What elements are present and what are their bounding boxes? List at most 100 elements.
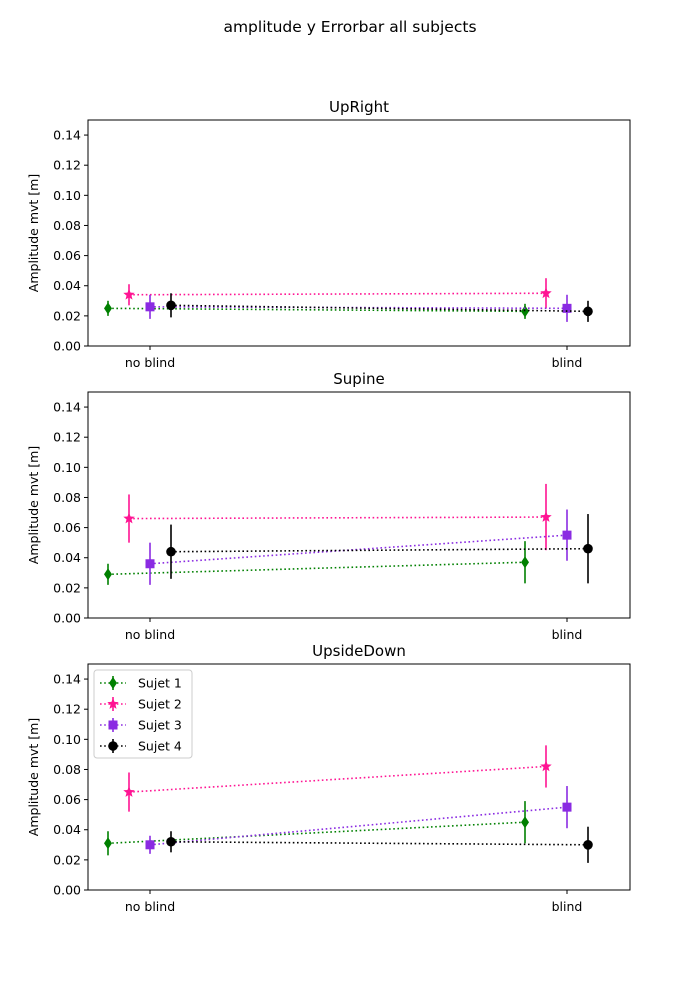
legend-item: Sujet 1	[100, 676, 182, 691]
y-tick-label: 0.04	[53, 822, 81, 837]
subplot-title: UpsideDown	[312, 642, 406, 660]
subplot-2: UpsideDown 0.00 0.02 0.04 0.06 0.08 0.10 0.12 0.…	[26, 642, 631, 914]
legend-label: Sujet 2	[138, 697, 182, 712]
y-tick-label: 0.08	[53, 762, 81, 777]
y-tick-label: 0.14	[53, 672, 81, 687]
y-tick-label: 0.10	[53, 460, 81, 475]
y-tick-label: 0.12	[53, 158, 81, 173]
data-point	[540, 287, 552, 299]
x-tick-label: no blind	[125, 355, 175, 370]
y-tick-label: 0.06	[53, 792, 81, 807]
data-point	[123, 288, 135, 300]
data-point	[521, 556, 529, 569]
series-line	[149, 306, 568, 310]
data-point	[540, 511, 552, 522]
y-tick-label: 0.06	[53, 520, 81, 535]
data-point	[562, 530, 572, 540]
series-2	[123, 278, 552, 309]
data-point	[166, 836, 176, 847]
series-line	[149, 806, 568, 846]
legend-marker	[108, 741, 118, 751]
y-tick-label: 0.12	[53, 702, 81, 717]
series-line	[149, 534, 568, 565]
y-tick-label: 0.02	[53, 580, 81, 595]
legend-item: Sujet 4	[100, 739, 182, 754]
series-line	[128, 765, 547, 793]
legend-frame	[93, 669, 193, 759]
data-point	[583, 306, 593, 317]
data-point	[145, 559, 155, 569]
data-point	[583, 543, 593, 554]
y-axis-label: Amplitude mvt [m]	[26, 718, 41, 836]
data-point	[583, 840, 593, 850]
legend-marker	[109, 677, 117, 689]
legend-marker	[108, 720, 118, 730]
y-tick-label: 0.08	[53, 490, 81, 505]
data-point	[123, 786, 135, 797]
y-axis-label: Amplitude mvt [m]	[26, 174, 41, 292]
y-tick-label: 0.12	[53, 430, 81, 445]
series-4	[166, 826, 593, 863]
data-point	[521, 305, 529, 318]
axes-frame	[87, 663, 631, 891]
y-tick-label: 0.00	[53, 883, 81, 898]
data-point	[145, 302, 155, 312]
legend-label: Sujet 1	[138, 676, 182, 691]
series-1	[104, 300, 529, 319]
legend-marker	[107, 698, 119, 709]
series-1	[104, 801, 529, 856]
data-point	[166, 300, 176, 311]
series-4	[166, 514, 593, 584]
y-tick-label: 0.14	[53, 400, 81, 415]
data-point	[145, 840, 155, 850]
series-line	[128, 516, 547, 520]
data-point	[104, 837, 112, 850]
data-point	[166, 546, 176, 557]
legend-item: Sujet 3	[100, 718, 182, 733]
data-point	[540, 760, 552, 772]
y-tick-label: 0.14	[53, 128, 81, 143]
axes-frame	[87, 391, 631, 619]
subplot-title: UpRight	[329, 98, 389, 116]
series-3	[145, 509, 572, 585]
subplot-title: Supine	[333, 370, 384, 388]
y-tick-label: 0.08	[53, 218, 81, 233]
x-tick-label: blind	[552, 355, 583, 370]
x-tick-label: blind	[552, 899, 583, 914]
x-tick-label: no blind	[125, 899, 175, 914]
y-tick-label: 0.10	[53, 188, 81, 203]
legend-item: Sujet 2	[100, 697, 182, 712]
legend-label: Sujet 4	[138, 739, 182, 754]
data-point	[104, 302, 112, 315]
data-point	[562, 303, 572, 313]
subplot-1: Supine 0.00 0.02 0.04 0.06 0.08 0.10 0.12 0.14 no…	[26, 370, 631, 642]
series-line	[128, 292, 547, 296]
y-tick-label: 0.04	[53, 550, 81, 565]
series-1	[104, 541, 529, 585]
data-point	[104, 568, 112, 581]
y-tick-label: 0.10	[53, 732, 81, 747]
x-tick-label: no blind	[125, 627, 175, 642]
x-tick-label: blind	[552, 627, 583, 642]
y-tick-label: 0.06	[53, 248, 81, 263]
series-2	[123, 483, 552, 551]
y-tick-label: 0.04	[53, 278, 81, 293]
y-tick-label: 0.00	[53, 339, 81, 354]
data-point	[521, 816, 529, 829]
series-4	[166, 293, 593, 322]
y-tick-label: 0.02	[53, 308, 81, 323]
data-point	[123, 512, 135, 524]
legend: Sujet 1 Sujet 2 Sujet 3 Sujet 4	[93, 669, 193, 759]
axes-frame	[87, 119, 631, 347]
y-tick-label: 0.00	[53, 611, 81, 626]
figure-suptitle: amplitude y Errorbar all subjects	[223, 18, 476, 36]
data-point	[562, 802, 572, 812]
series-3	[145, 786, 572, 854]
y-axis-label: Amplitude mvt [m]	[26, 446, 41, 564]
legend-label: Sujet 3	[138, 718, 182, 733]
series-3	[145, 294, 572, 322]
y-tick-label: 0.02	[53, 852, 81, 867]
series-2	[123, 745, 552, 812]
